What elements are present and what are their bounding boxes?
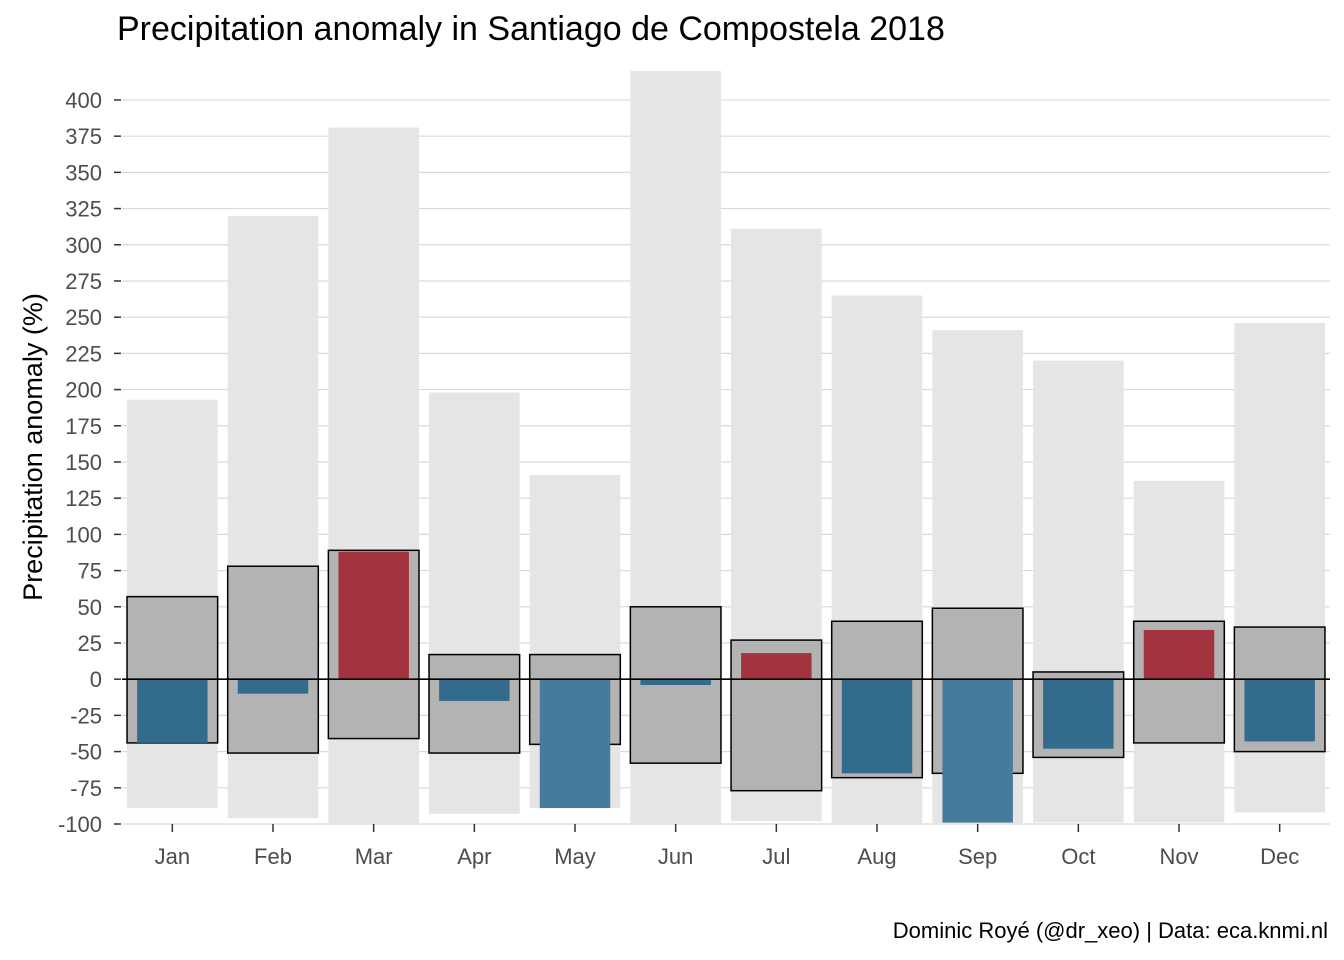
x-tick-label: Oct (1061, 844, 1095, 869)
quantile-bar (226, 565, 320, 754)
anomaly-bar (338, 551, 409, 680)
axes: -100 -75 -50 -25 0 25 50 75 100 125 150 175 200 225 25… (58, 88, 1299, 869)
anomaly-bar (741, 653, 812, 680)
y-tick-label: 125 (65, 486, 102, 511)
x-tick-label: Jan (155, 844, 190, 869)
anomaly-bar (942, 679, 1013, 823)
y-tick-label: 0 (90, 667, 102, 692)
x-tick-label: Nov (1159, 844, 1198, 869)
quantile-bar (428, 653, 521, 754)
x-tick-label: Aug (857, 844, 896, 869)
grid-lines (122, 99, 1330, 825)
anomaly-bar (640, 679, 711, 685)
y-axis-label: Precipitation anomaly (%) (18, 293, 48, 601)
y-tick-label: 275 (65, 269, 102, 294)
y-tick-label: 250 (65, 305, 102, 330)
y-tick-label: 75 (78, 559, 102, 584)
y-tick-label: 325 (65, 197, 102, 222)
y-tick-label: 200 (65, 378, 102, 403)
x-tick-label: Jul (762, 844, 790, 869)
x-tick-label: Mar (355, 844, 393, 869)
x-tick-label: Sep (958, 844, 997, 869)
y-tick-label: 25 (78, 631, 102, 656)
y-tick-label: 150 (65, 450, 102, 475)
anomaly-bar (439, 679, 510, 701)
chart-title: Precipitation anomaly in Santiago de Com… (117, 10, 945, 48)
x-tick-label: Feb (254, 844, 292, 869)
anomaly-bar (1143, 629, 1215, 680)
caption: Dominic Royé (@dr_xeo) | Data: eca.knmi.… (892, 918, 1328, 943)
y-tick-label: -100 (58, 812, 102, 837)
anomaly-bar (841, 679, 913, 774)
x-tick-label: May (554, 844, 596, 869)
x-tick-label: Apr (457, 844, 491, 869)
y-tick-label: -25 (70, 703, 102, 728)
y-tick-label: 375 (65, 124, 102, 149)
anomaly-bar (237, 679, 309, 694)
anomaly-bar (1043, 679, 1114, 749)
y-tick-label: -50 (70, 740, 102, 765)
x-tick-label: Dec (1260, 844, 1299, 869)
y-tick-label: 350 (65, 160, 102, 185)
y-tick-label: 50 (78, 595, 102, 620)
y-tick-label: 400 (65, 88, 102, 113)
anomaly-bar (1244, 679, 1315, 742)
y-tick-label: 100 (65, 522, 102, 547)
y-tick-label: 225 (65, 341, 102, 366)
anomaly-bars (137, 551, 1315, 823)
y-tick-label: 300 (65, 233, 102, 258)
y-tick-label: 175 (65, 414, 102, 439)
anomaly-bar (137, 679, 208, 743)
x-tick-label: Jun (658, 844, 693, 869)
anomaly-bar (539, 679, 611, 809)
y-tick-label: -75 (70, 776, 102, 801)
